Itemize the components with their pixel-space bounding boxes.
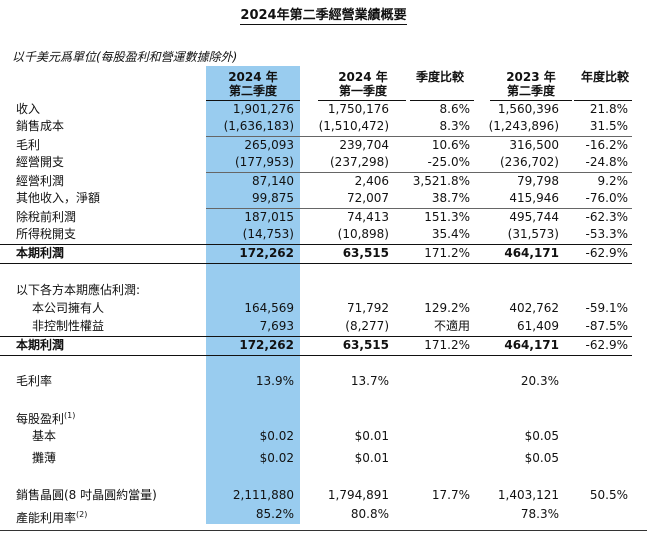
row-label: 本公司擁有人: [32, 301, 105, 315]
row-divider: [206, 136, 632, 137]
header-q1-2024: 2024 年第一季度: [338, 70, 388, 98]
row-divider: [0, 244, 632, 245]
wafer-shipments-row: 銷售晶圓(8 吋晶圓約當量) 2,111,880 1,794,891 17.7%…: [16, 488, 628, 502]
row-label: 本期利潤: [16, 246, 65, 260]
current-quarter-highlight: [206, 66, 300, 524]
row-label: 銷售晶圓(8 吋晶圓約當量): [16, 488, 157, 502]
table-row: 基本 $0.02 $0.01 $0.05: [32, 429, 559, 443]
table-row: 攤薄 $0.02 $0.01 $0.05: [32, 451, 559, 465]
row-label: 經營開支: [16, 155, 65, 169]
net-profit-row: 本期利潤 172,262 63,515 171.2% 464,171 -62.9…: [16, 338, 628, 352]
header-underline: [410, 100, 474, 101]
table-row: 其他收入，淨額 99,875 72,007 38.7% 415,946 -76.…: [16, 191, 628, 205]
row-divider: [0, 355, 632, 356]
row-label: 除稅前利潤: [16, 210, 77, 224]
header-yoy: 年度比較: [580, 70, 629, 84]
row-label: 非控制性權益: [32, 319, 105, 333]
header-underline: [490, 100, 572, 101]
row-label: 基本: [32, 429, 57, 443]
row-label: 毛利率: [16, 374, 53, 388]
row-label: 本期利潤: [16, 338, 65, 352]
row-label: 所得稅開支: [16, 227, 77, 241]
row-label: 其他收入，淨額: [16, 191, 101, 205]
row-label: 經營利潤: [16, 174, 65, 188]
table-row: 非控制性權益 7,693 (8,277) 不適用 61,409 -87.5%: [32, 319, 628, 333]
net-profit-row: 本期利潤 172,262 63,515 171.2% 464,171 -62.9…: [16, 246, 628, 260]
row-divider: [206, 172, 632, 173]
units-note: 以千美元爲單位(每股盈利和營運數據除外): [12, 50, 238, 64]
report-title: 2024年第二季經營業績概要: [240, 8, 407, 25]
section-heading: 以下各方本期應佔利潤:: [16, 283, 141, 297]
row-label: 攤薄: [32, 451, 57, 465]
table-row: 銷售成本 (1,636,183) (1,510,472) 8.3% (1,243…: [16, 119, 628, 133]
table-row: 本公司擁有人 164,569 71,792 129.2% 402,762 -59…: [32, 301, 628, 315]
header-underline: [206, 100, 300, 101]
table-bottom-border: [0, 530, 647, 531]
row-divider: [0, 336, 632, 337]
table-row: 毛利 265,093 239,704 10.6% 316,500 -16.2%: [16, 138, 628, 152]
eps-heading: 每股盈利(1): [16, 411, 76, 426]
header-q2-2024: 2024 年第二季度: [228, 70, 278, 98]
header-q2-2023: 2023 年第二季度: [506, 70, 556, 98]
row-label: 毛利: [16, 138, 41, 152]
utilization-row: 產能利用率(2) 85.2% 80.8% 78.3%: [16, 507, 559, 525]
table-row: 經營開支 (177,953) (237,298) -25.0% (236,702…: [16, 155, 628, 169]
table-row: 經營利潤 87,140 2,406 3,521.8% 79,798 9.2%: [16, 174, 628, 188]
row-label: 收入: [16, 102, 41, 116]
gross-margin-row: 毛利率 13.9% 13.7% 20.3%: [16, 374, 559, 388]
table-row: 收入 1,901,276 1,750,176 8.6% 1,560,396 21…: [16, 102, 628, 116]
header-underline: [318, 100, 406, 101]
header-qoq: 季度比較: [415, 70, 464, 84]
row-divider: [206, 208, 632, 209]
row-divider: [0, 263, 632, 264]
row-label: 銷售成本: [16, 119, 65, 133]
table-row: 除稅前利潤 187,015 74,413 151.3% 495,744 -62.…: [16, 210, 628, 224]
header-underline: [574, 100, 632, 101]
table-row: 所得稅開支 (14,753) (10,898) 35.4% (31,573) -…: [16, 227, 628, 241]
